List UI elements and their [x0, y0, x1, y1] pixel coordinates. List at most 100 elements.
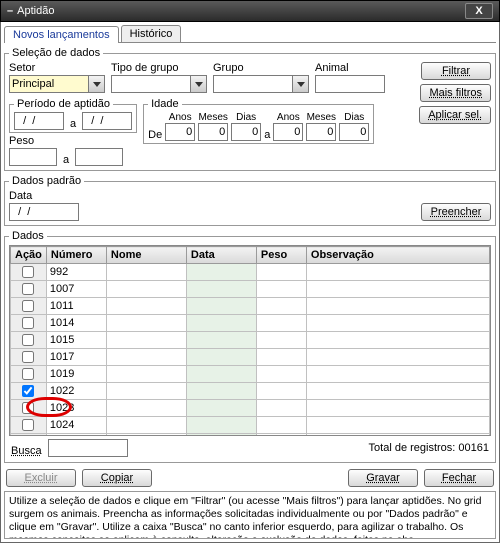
col-ação[interactable]: Ação: [11, 247, 47, 264]
cell-obs[interactable]: [306, 315, 489, 332]
cell-peso[interactable]: [256, 264, 306, 281]
cell-obs[interactable]: [306, 332, 489, 349]
row-checkbox[interactable]: [22, 385, 34, 397]
cell-data[interactable]: [186, 400, 256, 417]
cell-obs[interactable]: [306, 264, 489, 281]
cell-peso[interactable]: [256, 349, 306, 366]
peso-a-input[interactable]: [75, 148, 123, 166]
cell-obs[interactable]: [306, 366, 489, 383]
cell-obs[interactable]: [306, 434, 489, 437]
tab-historico[interactable]: Histórico: [121, 25, 182, 42]
setor-input[interactable]: [9, 75, 89, 93]
col-nome[interactable]: Nome: [106, 247, 186, 264]
periodo-a-input[interactable]: [82, 112, 132, 130]
table-row[interactable]: 992: [11, 264, 490, 281]
cell-peso[interactable]: [256, 417, 306, 434]
cell-data[interactable]: [186, 383, 256, 400]
table-row[interactable]: 1022: [11, 383, 490, 400]
cell-obs[interactable]: [306, 417, 489, 434]
cell-obs[interactable]: [306, 400, 489, 417]
grid[interactable]: AçãoNúmeroNomeDataPesoObservação 9921007…: [9, 245, 491, 436]
row-checkbox[interactable]: [22, 266, 34, 278]
idade-anos2[interactable]: [273, 123, 303, 141]
cell-numero: 1019: [46, 366, 106, 383]
row-checkbox[interactable]: [22, 419, 34, 431]
table-row[interactable]: 1024: [11, 417, 490, 434]
cell-data[interactable]: [186, 264, 256, 281]
excluir-button[interactable]: Excluir: [6, 469, 76, 487]
cell-obs[interactable]: [306, 349, 489, 366]
cell-peso[interactable]: [256, 383, 306, 400]
cell-nome: [106, 400, 186, 417]
cell-obs[interactable]: [306, 281, 489, 298]
busca-input[interactable]: [48, 439, 128, 457]
cell-numero: 1011: [46, 298, 106, 315]
cell-peso[interactable]: [256, 332, 306, 349]
cell-obs[interactable]: [306, 298, 489, 315]
col-data[interactable]: Data: [186, 247, 256, 264]
filtrar-button[interactable]: Filtrar: [421, 62, 491, 80]
animal-input[interactable]: [315, 75, 385, 93]
cell-peso[interactable]: [256, 400, 306, 417]
fechar-button[interactable]: Fechar: [424, 469, 494, 487]
idade-dias2[interactable]: [339, 123, 369, 141]
row-checkbox[interactable]: [22, 283, 34, 295]
cell-data[interactable]: [186, 281, 256, 298]
row-checkbox[interactable]: [22, 300, 34, 312]
cell-data[interactable]: [186, 315, 256, 332]
table-row[interactable]: 1019: [11, 366, 490, 383]
row-checkbox[interactable]: [22, 368, 34, 380]
table-row[interactable]: 1007: [11, 281, 490, 298]
idade-de-label: De: [148, 129, 162, 141]
tipo-dropdown-icon[interactable]: [191, 75, 207, 93]
preencher-button[interactable]: Preencher: [421, 203, 491, 221]
grupo-dropdown-icon[interactable]: [293, 75, 309, 93]
gravar-button[interactable]: Gravar: [348, 469, 418, 487]
grupo-input[interactable]: [213, 75, 293, 93]
col-observação[interactable]: Observação: [306, 247, 489, 264]
row-checkbox[interactable]: [22, 351, 34, 363]
row-checkbox[interactable]: [22, 402, 34, 414]
table-row[interactable]: 1023: [11, 400, 490, 417]
aplicar-sel-button[interactable]: Aplicar sel.: [419, 106, 491, 124]
close-button[interactable]: X: [465, 3, 493, 19]
cell-data[interactable]: [186, 332, 256, 349]
cell-peso[interactable]: [256, 281, 306, 298]
cell-obs[interactable]: [306, 383, 489, 400]
table-row[interactable]: 1011: [11, 298, 490, 315]
mais-filtros-button[interactable]: Mais filtros: [420, 84, 491, 102]
tab-novos[interactable]: Novos lançamentos: [4, 26, 119, 43]
col-peso[interactable]: Peso: [256, 247, 306, 264]
setor-label: Setor: [9, 62, 105, 74]
cell-peso[interactable]: [256, 366, 306, 383]
row-checkbox[interactable]: [22, 317, 34, 329]
idade-meses2[interactable]: [306, 123, 336, 141]
cell-data[interactable]: [186, 349, 256, 366]
cell-peso[interactable]: [256, 434, 306, 437]
periodo-de-input[interactable]: [14, 112, 64, 130]
idade-dias1-lbl: Dias: [231, 112, 261, 123]
tipo-input[interactable]: [111, 75, 191, 93]
table-row[interactable]: 1025: [11, 434, 490, 437]
cell-peso[interactable]: [256, 315, 306, 332]
data-input[interactable]: [9, 203, 79, 221]
peso-de-input[interactable]: [9, 148, 57, 166]
table-row[interactable]: 1017: [11, 349, 490, 366]
cell-data[interactable]: [186, 298, 256, 315]
idade-meses1[interactable]: [198, 123, 228, 141]
table-row[interactable]: 1014: [11, 315, 490, 332]
cell-data[interactable]: [186, 417, 256, 434]
col-número[interactable]: Número: [46, 247, 106, 264]
table-row[interactable]: 1015: [11, 332, 490, 349]
row-checkbox[interactable]: [22, 334, 34, 346]
cell-data[interactable]: [186, 434, 256, 437]
cell-data[interactable]: [186, 366, 256, 383]
copiar-button[interactable]: Copiar: [82, 469, 152, 487]
cell-nome: [106, 332, 186, 349]
idade-anos1[interactable]: [165, 123, 195, 141]
idade-dias1[interactable]: [231, 123, 261, 141]
idade-a-label: a: [264, 129, 270, 141]
cell-peso[interactable]: [256, 298, 306, 315]
titlebar: – Aptidão X: [0, 0, 500, 22]
setor-dropdown-icon[interactable]: [89, 75, 105, 93]
